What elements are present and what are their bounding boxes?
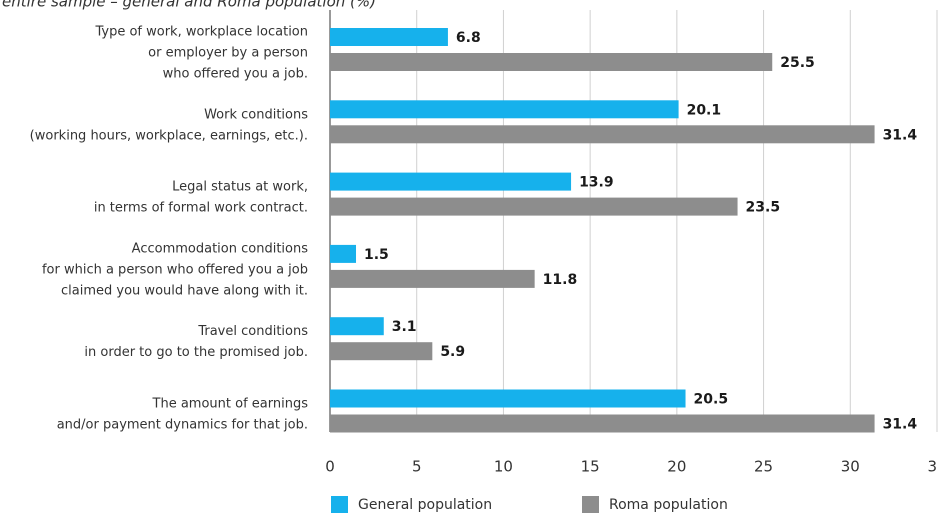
bar: [330, 125, 875, 144]
x-tick-label: 25: [754, 458, 773, 476]
category-label: Legal status at work, in terms of formal …: [94, 179, 308, 215]
category-label: Type of work, workplace location or emplo…: [94, 24, 308, 81]
category-label: The amount of earnings and/or payment dyn…: [57, 396, 309, 432]
category-line: and/or payment dynamics for that job.: [57, 417, 308, 432]
legend-label: Roma population: [609, 497, 728, 513]
bar: [330, 414, 875, 433]
category-line: (working hours, workplace, earnings, etc…: [30, 128, 308, 143]
value-label: 31.4: [883, 417, 918, 433]
bar: [330, 172, 572, 191]
category-line: or employer by a person: [148, 45, 308, 60]
category-line: Travel conditions: [197, 324, 308, 339]
category-label: Accommodation conditions for which a pers…: [42, 241, 308, 298]
bar: [330, 342, 433, 361]
legend-swatch: [331, 496, 348, 513]
chart-title: entire sample – general and Roma populat…: [2, 0, 376, 11]
value-label: 25.5: [780, 55, 815, 71]
value-label: 13.9: [579, 175, 614, 191]
bar: [330, 389, 686, 408]
value-label: 5.9: [440, 344, 465, 360]
legend-label: General population: [358, 497, 492, 513]
value-label: 23.5: [746, 200, 781, 216]
value-label: 1.5: [364, 247, 389, 263]
x-tick-label: 20: [667, 458, 686, 476]
value-label: 20.5: [694, 392, 729, 408]
category-label: Work conditions (working hours, workplace…: [30, 107, 309, 143]
x-tick-label: 5: [412, 458, 422, 476]
value-label: 11.8: [543, 272, 578, 288]
x-tick-label: 0: [325, 458, 335, 476]
category-line: for which a person who offered you a job: [42, 262, 308, 277]
bar: [330, 317, 384, 336]
category-line: Work conditions: [204, 107, 308, 122]
category-line: in terms of formal work contract.: [94, 200, 308, 215]
category-line: claimed you would have along with it.: [61, 283, 308, 298]
bar: [330, 28, 448, 46]
value-label: 6.8: [456, 30, 481, 46]
bar: [330, 197, 738, 216]
x-tick-label: 10: [494, 458, 513, 476]
bar: [330, 269, 535, 288]
category-line: in order to go to the promised job.: [84, 345, 308, 360]
bar: [330, 100, 679, 119]
value-label: 20.1: [687, 102, 722, 118]
category-label: Travel conditions in order to go to the p…: [84, 324, 308, 360]
bar: [330, 53, 773, 71]
bar: [330, 244, 357, 263]
value-label: 3.1: [392, 319, 417, 335]
category-line: The amount of earnings: [152, 396, 309, 411]
x-tick-label: 30: [841, 458, 860, 476]
category-line: Legal status at work,: [172, 179, 308, 194]
x-tick-label: 35: [927, 458, 938, 476]
category-line: Type of work, workplace location: [94, 24, 308, 39]
value-label: 31.4: [883, 127, 918, 143]
legend-swatch: [582, 496, 599, 513]
category-line: who offered you a job.: [163, 66, 308, 81]
category-line: Accommodation conditions: [132, 241, 309, 256]
x-tick-label: 15: [581, 458, 600, 476]
